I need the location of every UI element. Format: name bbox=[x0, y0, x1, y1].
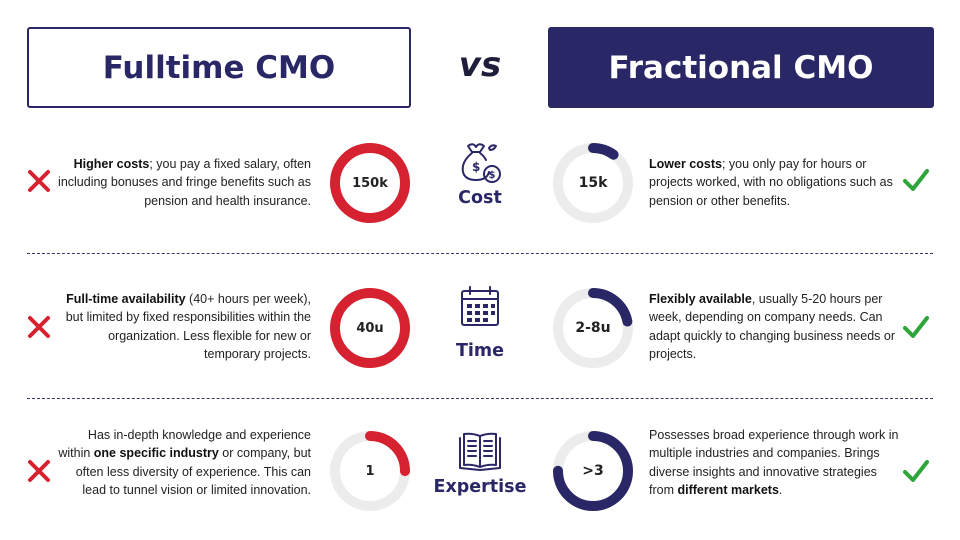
fulltime-cost-ring: 150k bbox=[329, 142, 411, 224]
fulltime-cost-ring-label: 150k bbox=[352, 175, 388, 191]
fulltime-time-text: Full-time availability (40+ hours per we… bbox=[58, 290, 311, 363]
body-text: ; you only pay for hours or projects wor… bbox=[649, 157, 893, 208]
fulltime-expertise-ring-label: 1 bbox=[365, 463, 375, 479]
fractional-time-text: Flexibly available, usually 5-20 hours p… bbox=[649, 290, 905, 363]
row-divider bbox=[27, 253, 933, 254]
fractional-time-ring-label: 2-8u bbox=[575, 320, 611, 336]
body-text: Has in-depth knowledge and experience wi… bbox=[58, 428, 311, 461]
category-label-time: Time bbox=[455, 341, 505, 361]
category-label-expertise: Expertise bbox=[433, 477, 527, 497]
fractional-cmo-title-text: Fractional CMO bbox=[608, 49, 874, 86]
money-bag-icon: $ $ bbox=[461, 143, 501, 183]
fulltime-cost-text: Higher costs; you pay a fixed salary, of… bbox=[58, 155, 311, 210]
ring-progress-arc bbox=[330, 143, 410, 223]
fulltime-cmo-title-text: Fulltime CMO bbox=[102, 49, 336, 86]
fractional-expertise-ring: >3 bbox=[552, 430, 634, 512]
highlight-text: Full-time availability bbox=[66, 292, 186, 306]
open-book-icon bbox=[459, 432, 501, 471]
fractional-cost-ring: 15k bbox=[552, 142, 634, 224]
fulltime-time-ring: 40u bbox=[329, 287, 411, 369]
fulltime-time-ring-label: 40u bbox=[356, 320, 384, 336]
body-text: . bbox=[778, 482, 783, 497]
body-text: ; you pay a fixed salary, often includin… bbox=[58, 157, 311, 208]
fractional-time-ring: 2-8u bbox=[552, 287, 634, 369]
cross-icon bbox=[28, 460, 50, 482]
highlight-text: one specific industry bbox=[93, 446, 219, 461]
svg-text:$: $ bbox=[489, 170, 496, 181]
fulltime-cmo-title: Fulltime CMO bbox=[27, 27, 411, 108]
fulltime-expertise-text: Has in-depth knowledge and experience wi… bbox=[58, 426, 311, 499]
row-divider bbox=[27, 398, 933, 399]
fractional-cost-ring-label: 15k bbox=[578, 175, 608, 191]
ring-progress-arc bbox=[330, 431, 410, 511]
ring-progress-arc bbox=[553, 431, 633, 511]
highlight-text: Flexibly available bbox=[649, 292, 752, 306]
fulltime-expertise-ring: 1 bbox=[329, 430, 411, 512]
fractional-expertise-ring-label: >3 bbox=[582, 463, 604, 479]
checkmark-icon bbox=[903, 460, 929, 482]
cross-icon bbox=[28, 316, 50, 338]
ring-progress-arc bbox=[330, 288, 410, 368]
calendar-icon bbox=[461, 286, 499, 326]
body-text: or company, but often less diversity of … bbox=[75, 446, 311, 497]
body-text: , usually 5-20 hours per week, depending… bbox=[649, 292, 895, 361]
highlight-text: different markets bbox=[677, 482, 779, 497]
checkmark-icon bbox=[903, 169, 929, 191]
fractional-cost-text: Lower costs; you only pay for hours or p… bbox=[649, 155, 905, 210]
fractional-expertise-text: Possesses broad experience through work … bbox=[649, 426, 905, 499]
svg-text:$: $ bbox=[472, 160, 480, 174]
cross-icon bbox=[28, 170, 50, 192]
body-text: (40+ hours per week), but limited by fix… bbox=[65, 292, 311, 361]
ring-progress-arc bbox=[553, 288, 633, 368]
highlight-text: Lower costs bbox=[649, 157, 722, 171]
body-text: Possesses broad experience through work … bbox=[649, 428, 899, 497]
category-label-cost: Cost bbox=[458, 188, 502, 208]
vs-label: vs bbox=[458, 45, 502, 85]
highlight-text: Higher costs bbox=[73, 157, 150, 171]
ring-progress-arc bbox=[553, 143, 633, 223]
fractional-cmo-title: Fractional CMO bbox=[548, 27, 934, 108]
checkmark-icon bbox=[903, 316, 929, 338]
